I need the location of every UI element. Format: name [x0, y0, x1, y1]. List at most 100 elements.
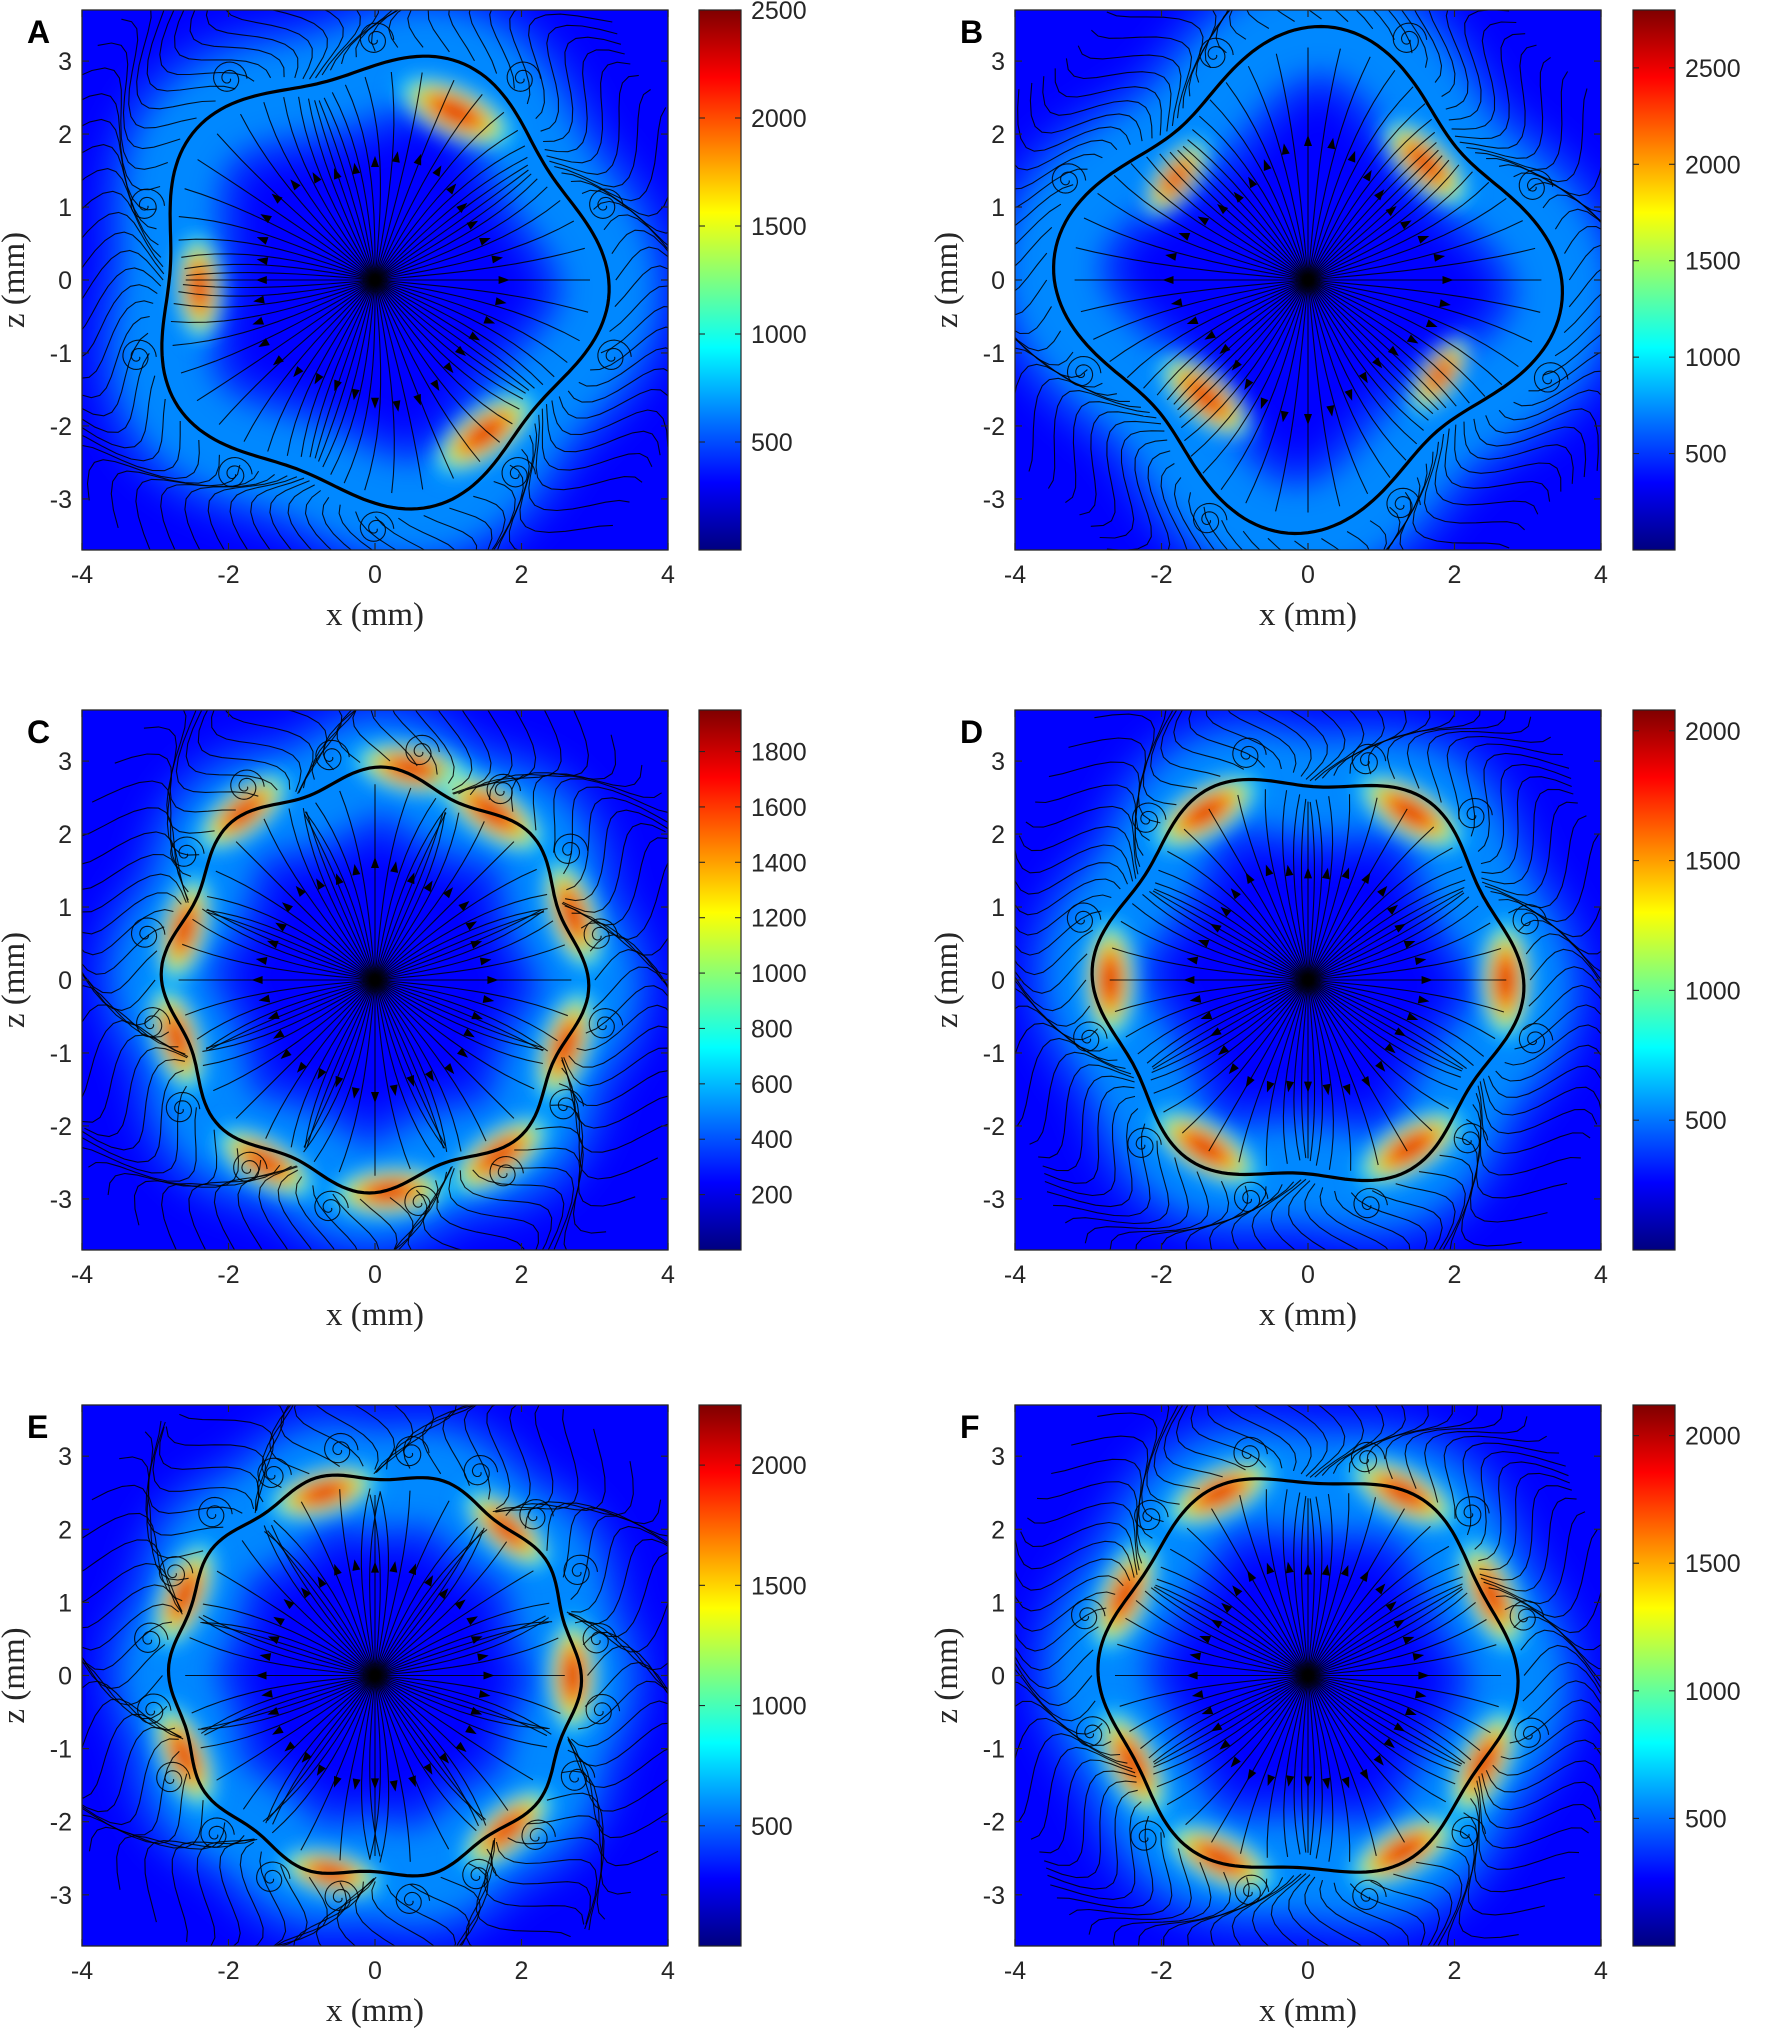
y-tick-label: 2	[991, 121, 1005, 149]
colorbar-tick-label: 2000	[1685, 151, 1741, 179]
hotspot-6	[1155, 1817, 1285, 1900]
colorbar: 2000 1500 1000 500	[1632, 1404, 1741, 1947]
vortex	[1134, 1499, 1169, 1531]
vortex	[256, 1861, 291, 1892]
x-tick-label: 2	[515, 1261, 529, 1289]
vortex	[404, 1185, 439, 1217]
vortex	[359, 22, 395, 53]
x-tick-label: 0	[368, 1261, 382, 1289]
colorbar: 2500 2000 1500 1000 500	[698, 0, 807, 551]
x-axis-label: x (mm)	[1259, 1993, 1357, 2029]
y-tick-label: -2	[983, 413, 1005, 441]
x-axis-label: x (mm)	[326, 1297, 424, 1333]
hotspot-3	[424, 384, 546, 482]
colorbar-tick-label: 2000	[1685, 1423, 1741, 1451]
panel-label: F	[960, 1409, 980, 1445]
vortex	[324, 1880, 360, 1911]
colorbar: 1800 1600 1400 1200 1000 800 600 400 200	[698, 709, 807, 1251]
vortex	[1392, 22, 1428, 53]
vortex	[1233, 1436, 1268, 1468]
x-tick-label: -4	[71, 1957, 93, 1985]
colorbar-tick-label: 1000	[1685, 344, 1741, 372]
colorbar: 2000 1500 1000 500	[698, 1404, 807, 1947]
x-tick-label: -2	[217, 1261, 239, 1289]
vortex	[1131, 802, 1167, 833]
colorbar-tick-label: 500	[751, 429, 793, 457]
y-tick-label: 2	[58, 1516, 72, 1544]
hotspot-4	[1403, 329, 1477, 421]
axis-ticks: -4 -2 0 2 4 3 2 1 0 -1 -2 -3	[50, 710, 675, 1289]
vortex	[549, 1088, 585, 1120]
vortex	[136, 1007, 171, 1038]
interface-contour	[1090, 777, 1526, 1183]
hotspot-1	[387, 69, 524, 156]
plot-area	[82, 10, 668, 550]
flow-arrows	[251, 857, 499, 1103]
y-tick-label: 1	[991, 194, 1005, 222]
y-tick-label: -1	[983, 1040, 1005, 1068]
vortex	[560, 1760, 596, 1791]
x-tick-label: -2	[1150, 1261, 1172, 1289]
interface-contour	[1051, 24, 1565, 536]
vortex	[506, 61, 542, 92]
y-tick-label: -2	[50, 413, 72, 441]
panel-e: -4 -2 0 2 4 3 2 1 0 -1 -2 -3 x (mm) z (mm) E 2000 1500 10…	[0, 1404, 807, 2029]
vortex	[583, 918, 619, 949]
hotspot-8	[1085, 1529, 1165, 1661]
y-tick-label: -3	[983, 1186, 1005, 1214]
y-tick-label: -1	[983, 340, 1005, 368]
plot-area	[1015, 1405, 1601, 1946]
hotspot-6	[440, 1108, 559, 1203]
x-tick-label: -2	[1150, 561, 1172, 589]
x-tick-label: -4	[71, 1261, 93, 1289]
vortex	[1518, 1023, 1554, 1054]
vortex	[1076, 1716, 1111, 1747]
vortex	[1071, 1598, 1106, 1630]
y-axis-label: z (mm)	[0, 232, 32, 328]
colorbar-tick-label: 1600	[751, 794, 807, 822]
panel-label: C	[27, 714, 50, 750]
y-tick-label: 3	[58, 748, 72, 776]
y-tick-label: -2	[50, 1113, 72, 1141]
panel-label: D	[960, 714, 983, 750]
y-tick-label: 3	[991, 748, 1005, 776]
vortex	[156, 1761, 191, 1793]
hotspot-1	[1155, 1451, 1285, 1534]
hotspot-7	[320, 1161, 459, 1222]
vortex	[1514, 1717, 1550, 1748]
interface-contour	[166, 1473, 584, 1878]
x-tick-label: 0	[1301, 1261, 1315, 1289]
colorbar-tick-label: 1000	[1685, 1678, 1741, 1706]
colorbar-tick-label: 2000	[751, 105, 807, 133]
x-tick-label: -4	[71, 561, 93, 589]
vortex	[1351, 743, 1387, 775]
colorbar-tick-label: 1500	[751, 213, 807, 241]
colorbar-tick-label: 1400	[751, 849, 807, 877]
colorbar-tick-label: 2000	[1685, 718, 1741, 746]
colorbar-tick-label: 1500	[751, 1572, 807, 1600]
y-tick-label: 2	[58, 821, 72, 849]
y-axis-label: z (mm)	[929, 932, 965, 1028]
plot-area	[1015, 10, 1601, 550]
y-tick-label: -3	[983, 1882, 1005, 1910]
vortex	[200, 1817, 235, 1848]
y-tick-label: -3	[50, 1186, 72, 1214]
x-tick-label: -4	[1004, 1957, 1026, 1985]
vortex	[521, 1819, 556, 1850]
axis-ticks: -4 -2 0 2 4 3 2 1 0 -1 -2 -3	[983, 710, 1608, 1289]
vortex	[395, 1435, 430, 1467]
vortex	[1066, 355, 1102, 387]
y-tick-label: 0	[58, 1663, 72, 1691]
y-tick-label: 3	[58, 1443, 72, 1471]
vortex	[597, 339, 632, 370]
vortex	[257, 1457, 292, 1489]
y-tick-label: 1	[991, 894, 1005, 922]
y-tick-label: 0	[58, 267, 72, 295]
hotspot-5	[1142, 1102, 1269, 1194]
colorbar-tick-label: 2500	[751, 0, 807, 25]
colorbar-tick-label: 400	[751, 1126, 793, 1154]
colorbar-tick-label: 200	[751, 1182, 793, 1210]
vortex	[1192, 502, 1228, 534]
panel-b: -4 -2 0 2 4 3 2 1 0 -1 -2 -3 x (mm) z (mm) B 2500 2000 15…	[929, 9, 1741, 633]
vortex	[1066, 902, 1102, 933]
